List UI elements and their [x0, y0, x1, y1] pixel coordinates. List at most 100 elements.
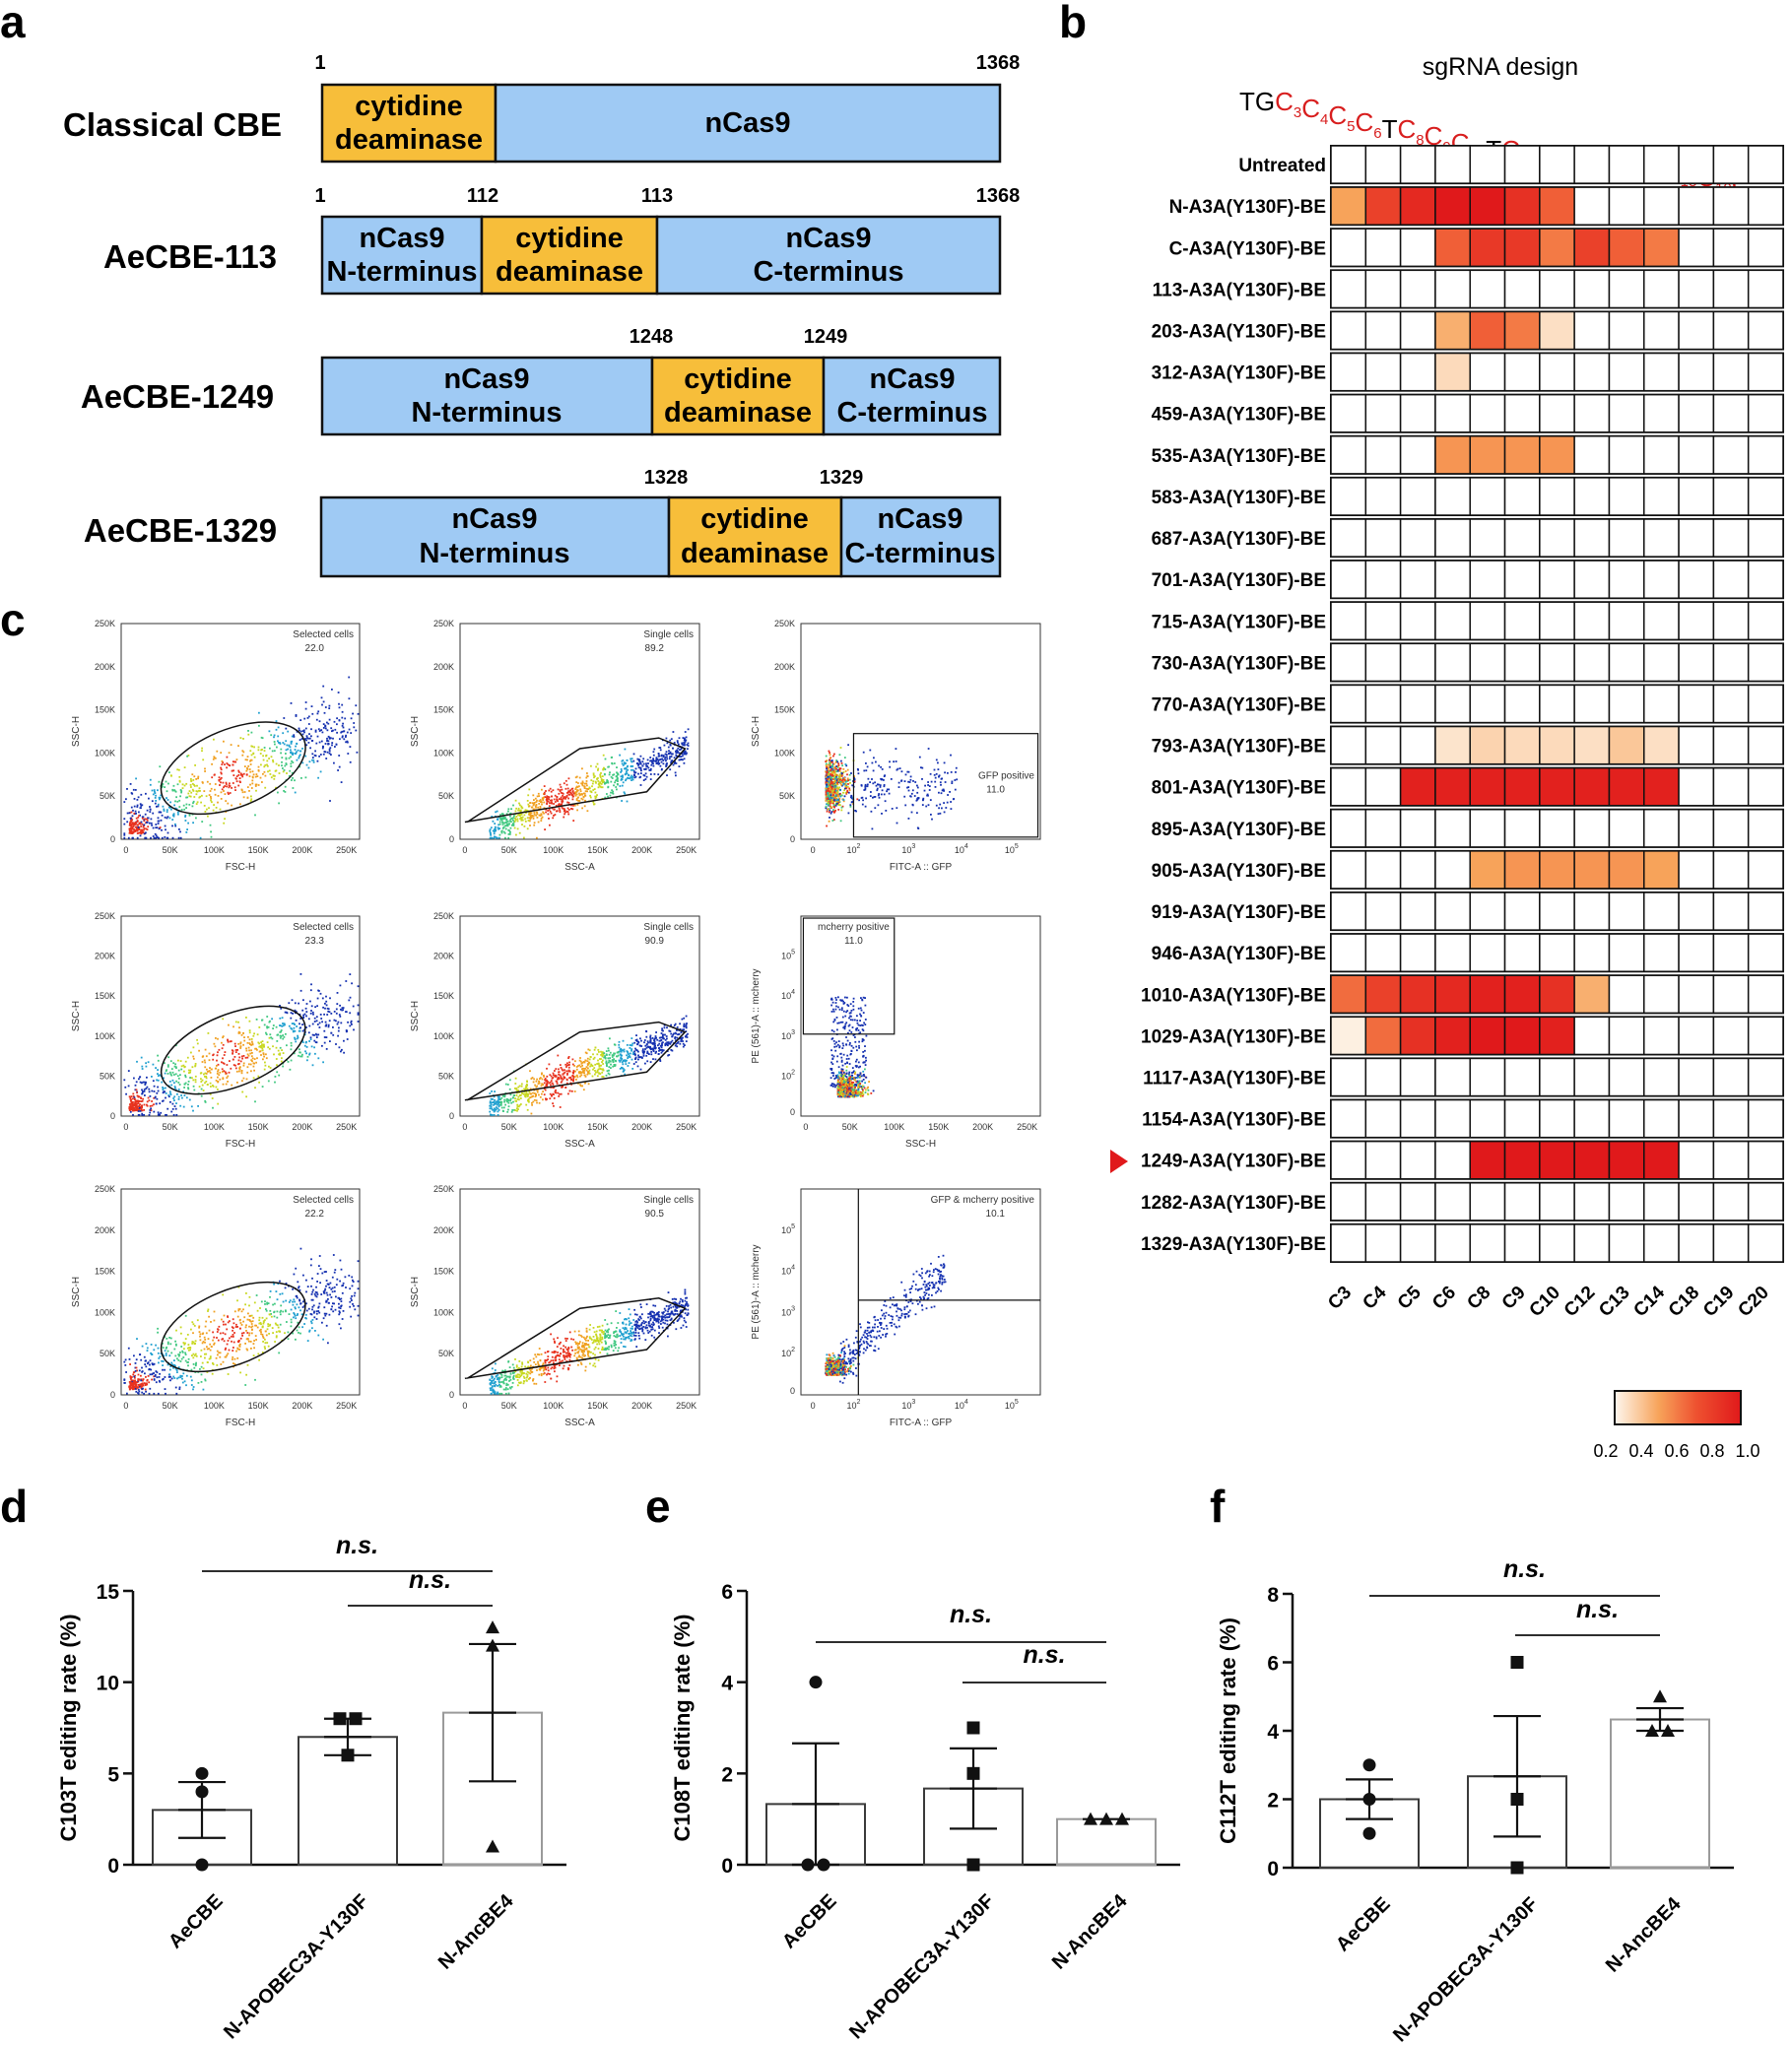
heatmap-cell	[1469, 891, 1506, 931]
flow-event-dot	[520, 818, 523, 820]
flow-event-dot	[154, 1096, 157, 1099]
flow-event-dot	[283, 790, 285, 792]
flow-event-dot	[536, 1085, 539, 1088]
axis-tick-x: 250K	[676, 845, 697, 855]
flow-event-dot	[204, 1061, 207, 1064]
flow-event-dot	[228, 1071, 231, 1074]
heatmap-cell	[1573, 435, 1611, 475]
flow-event-dot	[572, 1078, 575, 1081]
heatmap-row: 1010-A3A(Y130F)-BE	[1141, 974, 1784, 1015]
flow-event-dot	[227, 1081, 229, 1083]
flow-event-dot	[237, 1031, 240, 1034]
flow-event-dot	[310, 735, 312, 738]
segment-label: deaminase	[664, 397, 812, 429]
flow-event-dot	[177, 1095, 180, 1098]
flow-event-dot	[351, 982, 353, 985]
flow-event-dot	[134, 829, 137, 832]
flow-event-dot	[950, 801, 952, 803]
flow-event-dot	[857, 768, 859, 771]
flow-event-dot	[278, 1053, 280, 1056]
flow-event-dot	[249, 759, 251, 762]
heatmap-cell	[1503, 1182, 1541, 1221]
flow-event-dot	[616, 788, 618, 791]
flow-event-dot	[560, 798, 563, 801]
flow-event-dot	[599, 776, 602, 778]
flow-event-dot	[666, 758, 669, 760]
flow-event-dot	[276, 1033, 279, 1036]
flow-event-dot	[956, 778, 959, 781]
flow-event-dot	[664, 758, 666, 760]
flow-event-dot	[584, 782, 586, 785]
flow-event-dot	[262, 1043, 265, 1046]
flow-event-dot	[344, 717, 347, 720]
flow-event-dot	[178, 775, 181, 778]
flow-event-dot	[907, 818, 910, 820]
heatmap-cell	[1364, 269, 1402, 309]
flow-event-dot	[570, 808, 572, 810]
flow-event-dot	[623, 1070, 625, 1072]
flow-event-dot	[833, 753, 835, 756]
flow-event-dot	[155, 1102, 158, 1105]
heatmap-cell	[1608, 1223, 1645, 1263]
flow-event-dot	[836, 783, 839, 786]
flow-event-dot	[171, 1108, 174, 1110]
flow-event-dot	[323, 1013, 325, 1016]
flow-event-dot	[502, 826, 505, 828]
flow-event-dot	[228, 786, 231, 789]
flow-event-dot	[327, 1010, 330, 1013]
flow-event-dot	[295, 714, 298, 716]
flow-event-dot	[531, 816, 534, 818]
flow-event-dot	[524, 1088, 527, 1090]
flow-event-dot	[254, 785, 257, 787]
flow-event-dot	[686, 744, 689, 746]
flow-event-dot	[837, 801, 840, 804]
heatmap-cell	[1469, 766, 1506, 807]
flow-event-dot	[835, 765, 838, 767]
ncas9-c-segment	[655, 215, 1002, 296]
flow-event-dot	[683, 1028, 685, 1031]
heatmap-cell	[1469, 1223, 1506, 1263]
flow-event-dot	[645, 764, 647, 766]
flow-event-dot	[517, 1108, 519, 1110]
flow-event-dot	[208, 794, 211, 796]
flow-event-dot	[506, 825, 509, 827]
heatmap-cell	[1434, 766, 1471, 807]
axis-tick-x: 200K	[292, 845, 312, 855]
flow-event-dot	[318, 990, 320, 992]
flow-event-dot	[180, 1094, 182, 1096]
flow-event-dot	[157, 1069, 159, 1071]
flow-event-dot	[137, 1114, 140, 1116]
flow-event-dot	[138, 831, 140, 834]
flow-event-dot	[666, 774, 668, 776]
flow-event-dot	[683, 1017, 686, 1020]
flow-event-dot	[249, 770, 252, 773]
flow-event-dot	[581, 1064, 583, 1067]
heatmap-cell	[1469, 601, 1506, 641]
flow-event-dot	[290, 743, 293, 745]
flow-event-dot	[317, 1033, 320, 1036]
flow-event-dot	[588, 1072, 591, 1075]
flow-event-dot	[150, 1109, 153, 1112]
heatmap-cell	[1678, 642, 1715, 683]
flow-event-dot	[301, 1023, 303, 1025]
flow-event-dot	[637, 1058, 639, 1061]
heatmap-cell	[1678, 891, 1715, 931]
flow-event-dot	[653, 1046, 656, 1049]
flow-event-dot	[208, 1059, 211, 1062]
flow-event-dot	[497, 1110, 499, 1113]
flow-event-dot	[241, 773, 243, 776]
flow-event-dot	[150, 1107, 152, 1110]
flow-event-dot	[130, 806, 133, 809]
flow-event-dot	[154, 832, 157, 835]
heatmap-cell	[1364, 1057, 1402, 1097]
flow-event-dot	[825, 755, 828, 758]
flow-event-dot	[927, 784, 929, 786]
flow-event-dot	[164, 1072, 166, 1075]
flow-event-dot	[165, 1070, 167, 1073]
flow-event-dot	[573, 791, 576, 794]
heatmap-row-label: 535-A3A(Y130F)-BE	[1152, 446, 1326, 467]
flow-event-dot	[842, 767, 845, 770]
flow-event-dot	[531, 1101, 533, 1104]
flow-event-dot	[168, 1071, 171, 1074]
flow-event-dot	[610, 780, 613, 783]
